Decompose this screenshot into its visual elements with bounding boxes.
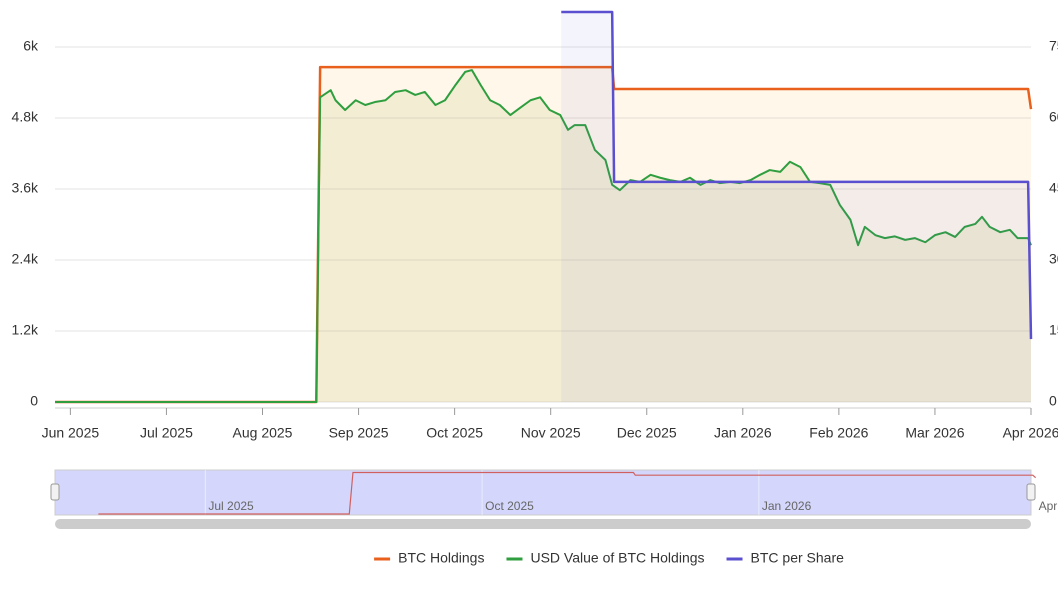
- navigator-label: Oct 2025: [485, 499, 534, 513]
- series-area: [55, 67, 1031, 402]
- navigator-handle[interactable]: [1026, 483, 1036, 501]
- x-tick-label: Aug 2025: [233, 425, 293, 441]
- legend-label: USD Value of BTC Holdings: [530, 550, 704, 566]
- y-tick-label: 2.4k: [12, 251, 39, 267]
- x-tick-label: Oct 2025: [426, 425, 483, 441]
- legend: BTC Holdings USD Value of BTC Holdings BTC…: [374, 550, 844, 566]
- y2-tick-label: 45: [1049, 180, 1058, 196]
- x-tick-label: Jun 2025: [42, 425, 100, 441]
- legend-item[interactable]: BTC per Share: [726, 550, 845, 566]
- y-tick-label: 6k: [23, 38, 39, 54]
- navigator-label: Jul 2025: [208, 499, 254, 513]
- y2-tick-label: 15: [1049, 322, 1058, 338]
- x-tick-label: Jan 2026: [714, 425, 772, 441]
- y-tick-label: 1.2k: [12, 322, 39, 338]
- navigator-label: Apr 2026: [1039, 499, 1058, 513]
- legend-item[interactable]: BTC Holdings: [374, 550, 484, 566]
- series-area: [55, 70, 1031, 402]
- y2-tick-label: 75: [1049, 38, 1058, 54]
- y2-tick-label: 60: [1049, 109, 1058, 125]
- series-line: [561, 10, 1033, 340]
- y-tick-label: 3.6k: [12, 180, 39, 196]
- scrollbar[interactable]: [55, 519, 1031, 529]
- y-tick-label: 4.8k: [12, 109, 39, 125]
- navigator-selection: [54, 469, 1032, 516]
- series-line: [55, 69, 1032, 403]
- x-tick-label: Sep 2025: [329, 425, 389, 441]
- x-tick-label: Mar 2026: [905, 425, 964, 441]
- navigator-handle[interactable]: [50, 483, 60, 501]
- x-tick-label: Nov 2025: [521, 425, 581, 441]
- x-tick-label: Feb 2026: [809, 425, 868, 441]
- x-tick-label: Jul 2025: [140, 425, 193, 441]
- legend-label: BTC Holdings: [398, 550, 484, 566]
- navigator-line: [98, 471, 1037, 515]
- navigator-label: Jan 2026: [762, 499, 812, 513]
- legend-label: BTC per Share: [751, 550, 845, 566]
- y2-tick-label: 30: [1049, 251, 1058, 267]
- navigator: Jul 2025 Oct 2025 Jan 2026 Apr 2026: [50, 469, 1058, 529]
- x-tick-label: Dec 2025: [617, 425, 677, 441]
- legend-item[interactable]: USD Value of BTC Holdings: [506, 550, 705, 566]
- y-tick-label: 0: [30, 393, 38, 409]
- y2-tick-label: 0: [1049, 393, 1057, 409]
- series-area: [561, 11, 1031, 403]
- x-tick-label: Apr 2026: [1003, 425, 1058, 441]
